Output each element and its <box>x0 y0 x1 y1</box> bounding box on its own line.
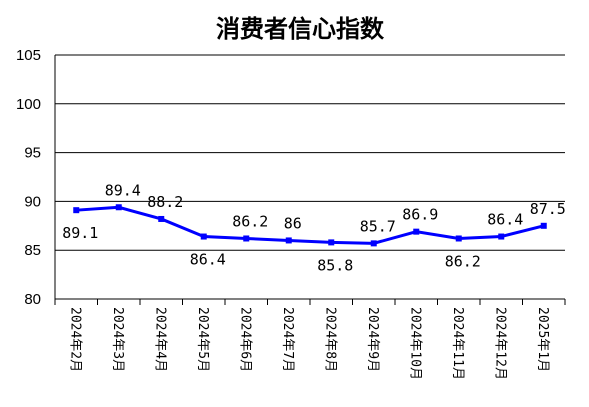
marker <box>455 235 462 242</box>
marker <box>498 233 505 240</box>
y-tick-label: 95 <box>24 145 41 162</box>
x-tick-label: 2025年1月 <box>535 307 550 372</box>
x-tick-label: 2024年8月 <box>322 307 337 372</box>
marker <box>158 215 165 222</box>
marker <box>200 233 207 240</box>
y-tick-label: 100 <box>16 96 41 113</box>
marker <box>73 207 80 214</box>
x-tick-label: 2024年2月 <box>67 307 82 372</box>
data-label: 86.2 <box>445 252 481 270</box>
marker <box>115 204 122 211</box>
data-label: 86.9 <box>402 206 438 224</box>
data-line <box>76 205 545 245</box>
x-tick-label: 2024年10月 <box>407 307 422 380</box>
y-tick-label: 80 <box>24 291 41 308</box>
data-label: 89.1 <box>62 224 98 242</box>
x-tick-label: 2024年3月 <box>110 307 125 372</box>
data-label: 87.5 <box>530 200 566 218</box>
data-label: 89.4 <box>105 181 141 199</box>
marker <box>540 222 547 229</box>
x-tick-label: 2024年6月 <box>237 307 252 372</box>
y-tick-label: 90 <box>24 193 41 210</box>
data-label: 86.2 <box>232 212 268 230</box>
data-label: 85.8 <box>317 256 353 274</box>
chart-title: 消费者信心指数 <box>216 15 385 43</box>
data-label: 86.4 <box>487 211 523 229</box>
marker <box>285 237 292 244</box>
data-label: 86 <box>284 214 302 232</box>
x-tick-label: 2024年9月 <box>365 307 380 372</box>
x-tick-label: 2024年11月 <box>450 307 465 380</box>
y-tick-label: 105 <box>16 47 41 64</box>
marker <box>370 240 377 247</box>
x-tick-label: 2024年4月 <box>152 307 167 372</box>
x-tick-label: 2024年12月 <box>492 307 507 380</box>
data-label: 85.7 <box>360 217 396 235</box>
x-tick-label: 2024年7月 <box>280 307 295 372</box>
data-label: 86.4 <box>190 251 226 269</box>
data-label: 88.2 <box>147 193 183 211</box>
marker <box>328 239 335 246</box>
x-tick-label: 2024年5月 <box>195 307 210 372</box>
y-tick-label: 85 <box>24 242 41 259</box>
marker <box>413 228 420 235</box>
marker <box>243 235 250 242</box>
